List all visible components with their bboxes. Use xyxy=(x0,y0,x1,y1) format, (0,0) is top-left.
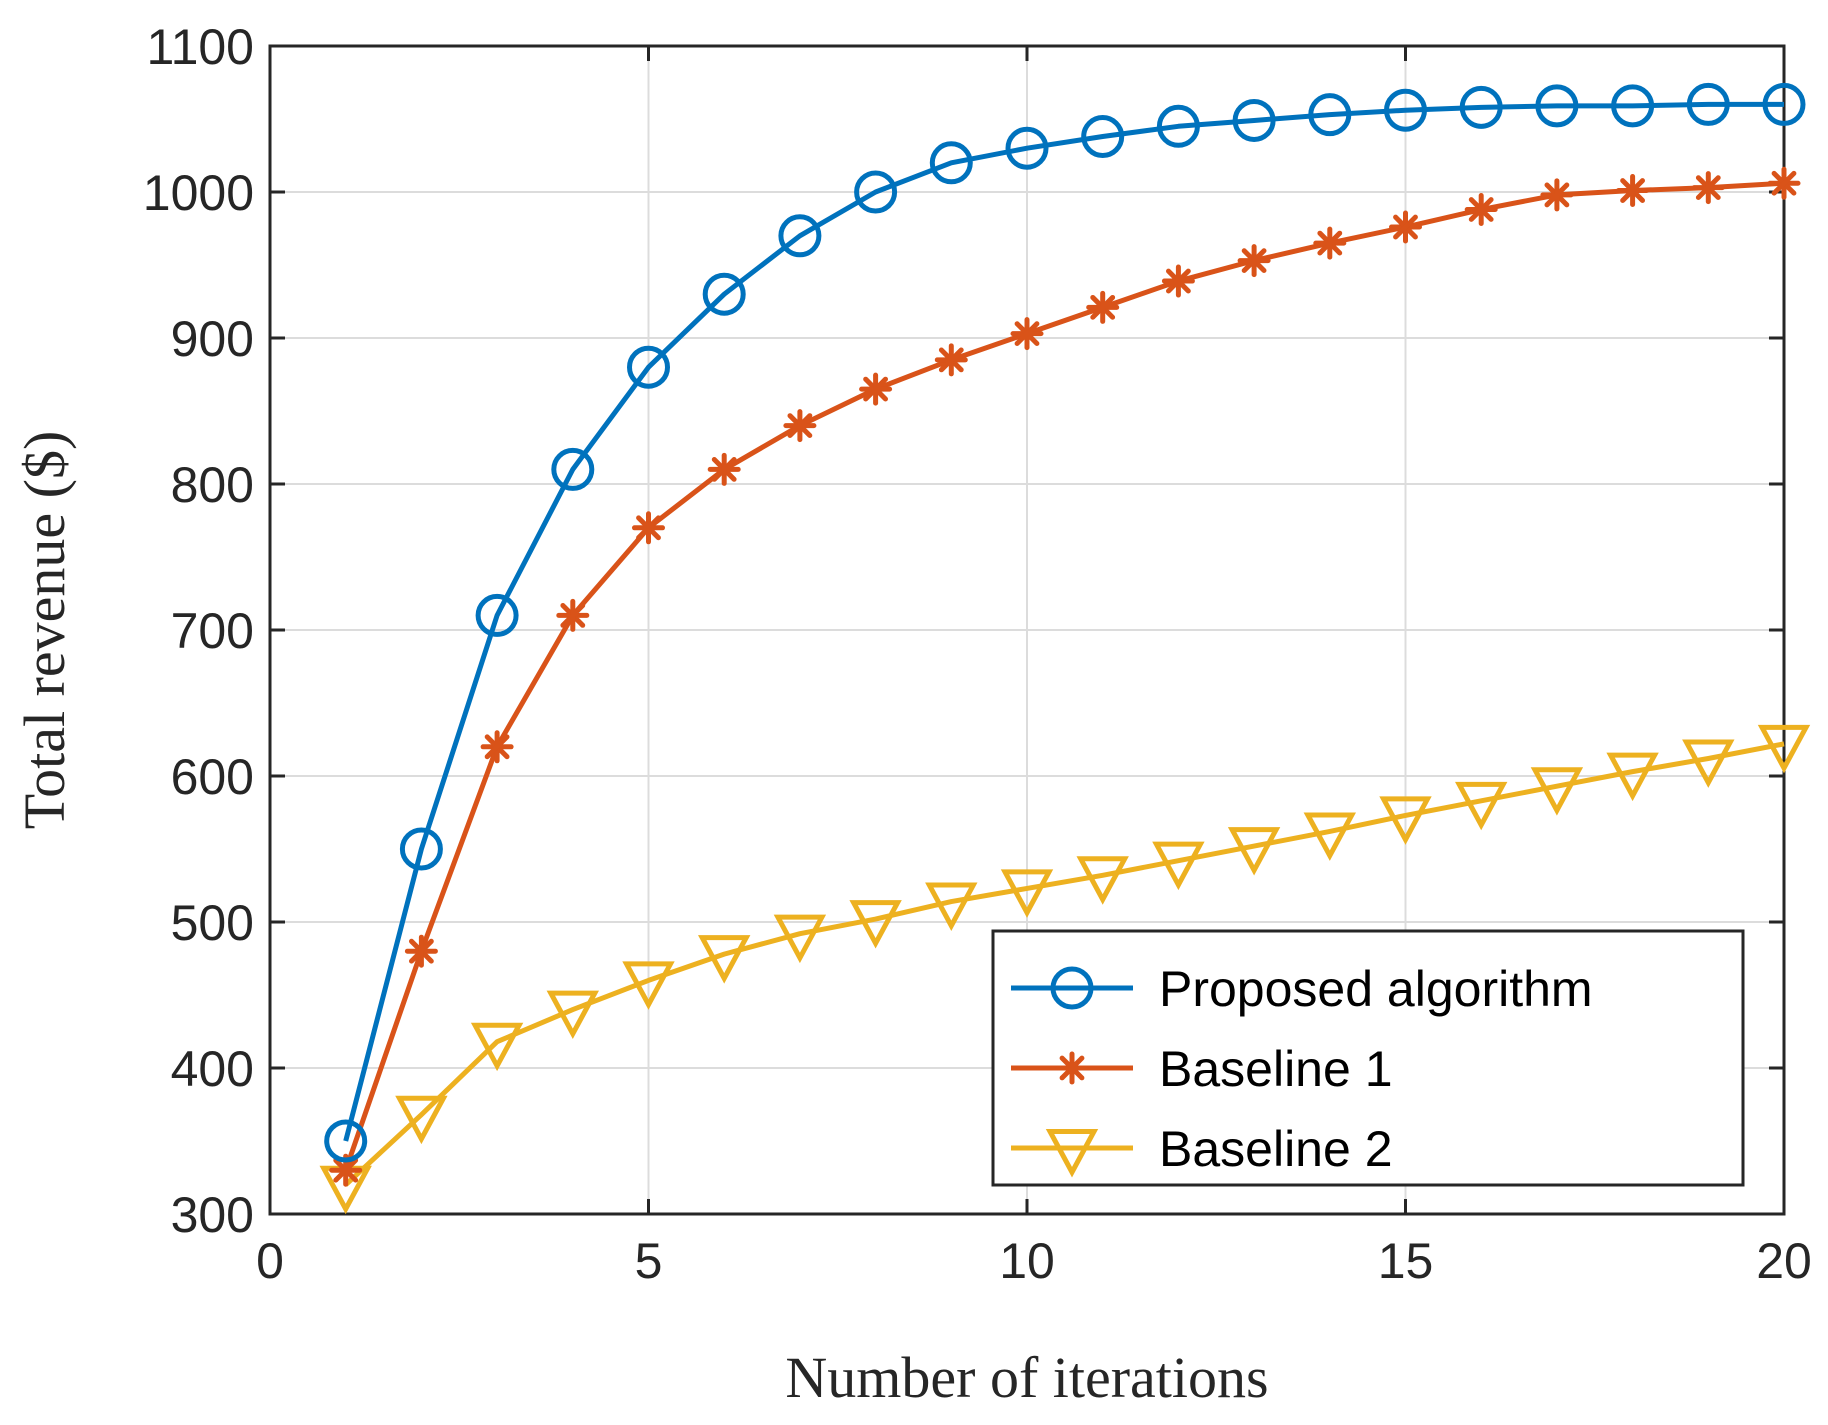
data-point xyxy=(395,1095,448,1145)
series-baseline-1 xyxy=(329,166,1801,1187)
data-point xyxy=(1010,317,1044,351)
legend-box xyxy=(991,929,1745,1187)
data-point xyxy=(1081,115,1125,159)
y-tick-label: 900 xyxy=(171,311,254,367)
y-tick-label: 800 xyxy=(171,457,254,513)
data-point xyxy=(698,935,751,984)
y-tick-label: 1000 xyxy=(143,165,254,221)
data-point xyxy=(1762,82,1806,126)
data-point xyxy=(551,447,595,491)
x-tick-label: 20 xyxy=(1756,1233,1812,1289)
data-point xyxy=(1535,84,1579,128)
data-point xyxy=(1686,82,1730,126)
legend-marker xyxy=(1045,1129,1099,1178)
legend-label: Proposed algorithm xyxy=(1159,961,1593,1017)
data-point xyxy=(783,409,817,443)
axis-ticks: 0 5 10 15 20 300 400 500 600 700 800 900 1000 1100 xyxy=(143,19,1812,1289)
data-point xyxy=(1384,88,1427,132)
data-point xyxy=(324,1119,368,1163)
data-point xyxy=(702,272,746,316)
data-point xyxy=(546,990,599,1040)
data-point xyxy=(480,730,514,764)
data-point xyxy=(475,593,519,637)
data-point xyxy=(1606,752,1659,802)
data-point xyxy=(1767,166,1801,200)
data-point xyxy=(1455,781,1508,831)
series-proposed-algorithm xyxy=(324,82,1806,1163)
data-point xyxy=(1152,841,1205,891)
data-point xyxy=(707,452,741,486)
data-point xyxy=(1161,264,1195,298)
data-point xyxy=(859,372,893,406)
data-point xyxy=(470,1022,524,1072)
data-point xyxy=(934,343,968,377)
data-point xyxy=(1464,193,1498,227)
legend-label: Baseline 1 xyxy=(1159,1041,1393,1097)
y-tick-label: 300 xyxy=(171,1187,254,1243)
data-point xyxy=(329,1153,363,1187)
legend-item: Proposed algorithm xyxy=(1011,961,1593,1017)
data-point xyxy=(1308,93,1352,137)
data-point xyxy=(1611,84,1655,128)
data-point xyxy=(1682,739,1735,788)
y-tick-label: 1100 xyxy=(146,19,254,75)
data-point xyxy=(1530,767,1584,816)
y-tick-label: 500 xyxy=(171,895,254,951)
legend-item: Baseline 2 xyxy=(1011,1121,1393,1178)
data-point xyxy=(1086,290,1120,324)
data-point xyxy=(556,598,590,632)
data-point xyxy=(1389,210,1422,244)
legend-item: Baseline 1 xyxy=(1011,1041,1393,1097)
data-point xyxy=(1232,98,1276,142)
series-lines xyxy=(319,82,1811,1215)
x-tick-label: 10 xyxy=(999,1233,1055,1289)
x-tick-label: 0 xyxy=(256,1233,284,1289)
data-point xyxy=(1379,796,1432,845)
data-point xyxy=(1616,174,1650,208)
y-tick-label: 700 xyxy=(171,603,254,659)
data-point xyxy=(399,827,443,871)
data-point xyxy=(1303,812,1356,861)
data-point xyxy=(1237,244,1271,278)
data-point xyxy=(1005,126,1049,170)
data-point xyxy=(1156,104,1200,148)
data-point xyxy=(1000,869,1054,918)
x-tick-label: 15 xyxy=(1378,1233,1434,1289)
data-point xyxy=(404,934,438,968)
data-point xyxy=(622,961,675,1010)
y-tick-label: 600 xyxy=(171,749,254,805)
data-point xyxy=(1757,724,1811,774)
data-point xyxy=(929,141,973,185)
y-tick-label: 400 xyxy=(171,1041,254,1097)
legend-marker xyxy=(1050,966,1094,1010)
data-point xyxy=(1691,171,1725,205)
data-point xyxy=(849,900,902,949)
data-point xyxy=(1313,226,1347,260)
data-point xyxy=(1540,178,1574,212)
data-point xyxy=(1459,85,1503,129)
legend: Proposed algorithm Baseline 1 Baseline 2 xyxy=(991,929,1745,1187)
legend-label: Baseline 2 xyxy=(1159,1121,1393,1177)
data-point xyxy=(1227,827,1281,876)
data-point xyxy=(925,882,978,932)
series-baseline-2 xyxy=(319,724,1811,1215)
legend-marker xyxy=(1055,1051,1089,1085)
x-tick-label: 5 xyxy=(635,1233,663,1289)
data-point xyxy=(1076,856,1129,905)
data-point xyxy=(778,214,822,258)
data-point xyxy=(773,914,827,964)
x-axis-title: Number of iterations xyxy=(785,1345,1268,1410)
data-point xyxy=(632,511,665,545)
data-point xyxy=(627,345,670,389)
y-axis-title: Total revenue ($) xyxy=(12,431,77,830)
data-point xyxy=(854,170,898,214)
